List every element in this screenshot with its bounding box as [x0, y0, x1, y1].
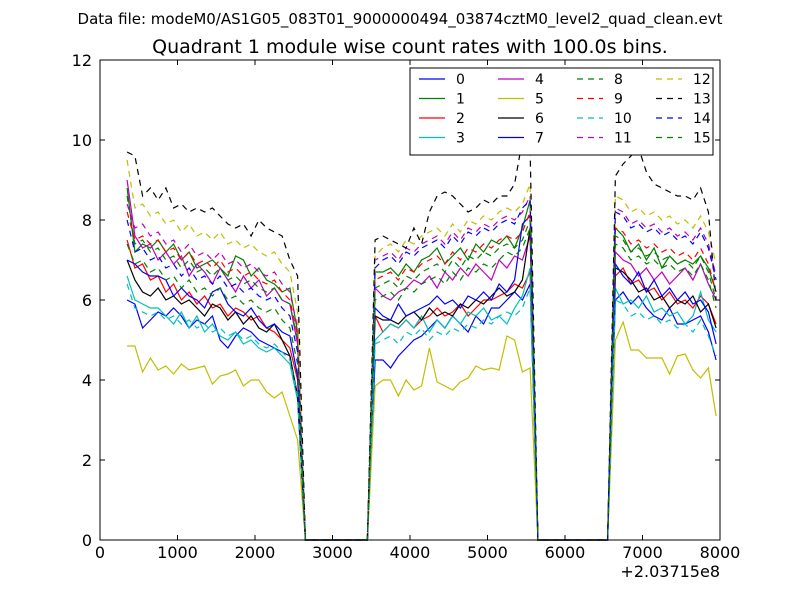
x-tick-label: 3000: [312, 543, 353, 562]
x-tick-label: 2000: [235, 543, 276, 562]
series-line-10: [126, 283, 717, 541]
x-tick-label: 0: [95, 543, 105, 562]
x-offset-label: +2.03715e8: [620, 562, 720, 581]
legend-label-1: 1: [456, 92, 465, 108]
series-line-1: [126, 187, 717, 541]
series-line-2: [126, 239, 717, 541]
series-line-14: [126, 198, 717, 541]
y-tick-label: 8: [82, 211, 92, 230]
series-line-13: [126, 138, 717, 541]
legend-label-14: 14: [693, 111, 711, 127]
series-line-9: [126, 211, 717, 541]
series-line-5: [127, 320, 717, 541]
suptitle: Data file: modeM0/AS1G05_083T01_90000004…: [78, 10, 723, 29]
x-tick-label: 4000: [390, 543, 431, 562]
legend-box: [409, 67, 714, 156]
chart-title: Quadrant 1 module wise count rates with …: [152, 36, 668, 58]
legend-label-7: 7: [535, 131, 544, 147]
series-line-11: [126, 195, 717, 541]
y-tick-label: 6: [82, 291, 92, 310]
series-line-12: [126, 159, 717, 541]
x-tick-label: 6000: [545, 543, 586, 562]
legend-label-8: 8: [614, 72, 623, 88]
plot-lines: [126, 138, 717, 541]
legend-label-15: 15: [693, 131, 711, 147]
legend-label-10: 10: [614, 111, 632, 127]
legend-label-9: 9: [614, 92, 623, 108]
series-line-4: [126, 179, 717, 541]
legend-label-0: 0: [456, 72, 465, 88]
x-tick-label: 5000: [467, 543, 508, 562]
y-tick-label: 0: [82, 531, 92, 550]
y-tick-label: 2: [82, 451, 92, 470]
legend-label-11: 11: [614, 131, 632, 147]
legend-label-4: 4: [535, 72, 544, 88]
y-tick-label: 4: [82, 371, 92, 390]
legend-label-5: 5: [535, 92, 544, 108]
series-line-8: [126, 195, 717, 541]
series-line-0: [126, 283, 717, 541]
series-line-3: [126, 267, 717, 541]
y-tick-label: 12: [72, 51, 92, 70]
legend-label-2: 2: [456, 111, 465, 127]
legend-label-6: 6: [535, 111, 544, 127]
legend-label-12: 12: [693, 72, 711, 88]
x-axis: 0 1000 2000 3000 4000 5000 6000 7000 8000: [95, 60, 740, 562]
x-tick-label: 1000: [157, 543, 198, 562]
series-line-7: [126, 214, 717, 541]
series-line-6: [126, 227, 717, 541]
legend-label-13: 13: [693, 92, 711, 108]
legend-label-3: 3: [456, 131, 465, 147]
y-tick-label: 10: [72, 131, 92, 150]
series-line-15: [126, 219, 717, 541]
x-tick-label: 7000: [622, 543, 663, 562]
x-tick-label: 8000: [700, 543, 741, 562]
